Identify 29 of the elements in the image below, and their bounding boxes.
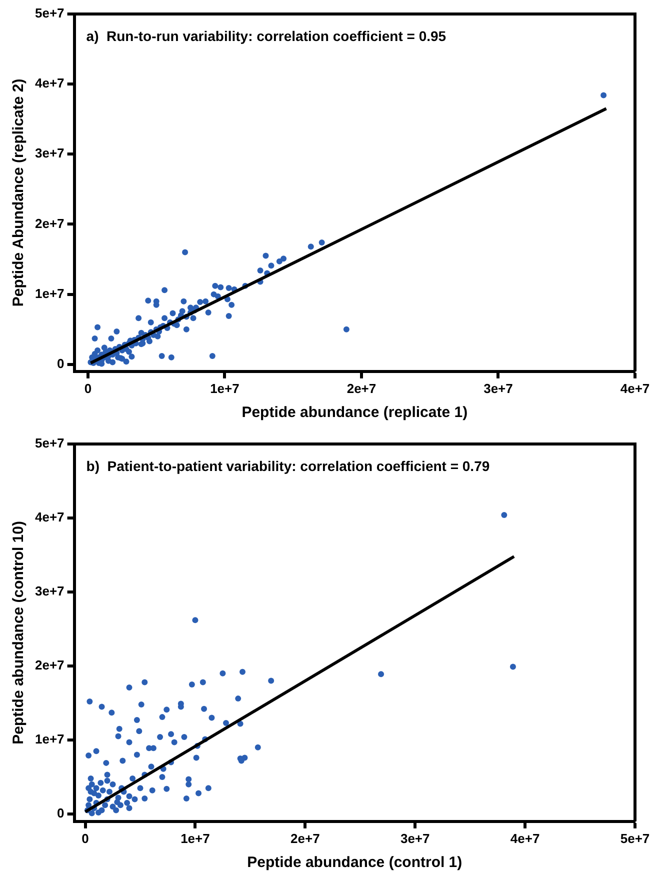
y-tick-label: 1e+7 [34, 286, 64, 301]
x-tick-label: 1e+7 [180, 830, 210, 846]
y-tick-label: 4e+7 [34, 510, 64, 525]
x-axis-title: Peptide abundance (control 1) [247, 854, 462, 872]
x-tick-label: 0 [84, 380, 92, 396]
x-tick-label: 4e+7 [620, 380, 650, 396]
y-tick-label: 0 [57, 806, 64, 821]
x-tick-label: 3e+7 [484, 380, 513, 396]
y-tick-label: 2e+7 [34, 216, 64, 231]
x-tick-label: 2e+7 [346, 380, 376, 396]
text: a) Run-to-run variability: correlation coefficient = 0.95 [86, 28, 446, 44]
x-tick-label: 4e+7 [510, 830, 540, 846]
y-tick-label: 3e+7 [34, 584, 64, 599]
y-tick-label: 1e+7 [34, 732, 64, 747]
x-tick-label: 2e+7 [290, 830, 320, 846]
x-tick-label: 0 [82, 830, 89, 846]
x-tick-label: 5e+7 [620, 830, 650, 846]
x-tick-label: 3e+7 [400, 830, 430, 846]
y-tick-label: 5e+7 [34, 6, 64, 21]
y-axis-title: Peptide Abundance (replicate 2) [10, 78, 28, 307]
y-tick-label: 2e+7 [34, 658, 64, 673]
y-axis-title: Peptide abundance (control 10) [10, 521, 28, 744]
y-tick-label: 0 [57, 356, 64, 371]
text: b) Patient-to-patient variability: correlation coefficient = 0.79 [86, 458, 490, 474]
y-tick-label: 4e+7 [34, 76, 64, 91]
y-tick-label: 5e+7 [34, 436, 64, 451]
x-tick-label: 1e+7 [210, 380, 240, 396]
x-axis-title: Peptide abundance (replicate 1) [242, 404, 468, 422]
y-tick-label: 3e+7 [34, 146, 64, 161]
